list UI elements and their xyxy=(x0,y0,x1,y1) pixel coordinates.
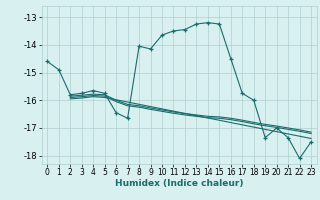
X-axis label: Humidex (Indice chaleur): Humidex (Indice chaleur) xyxy=(115,179,244,188)
